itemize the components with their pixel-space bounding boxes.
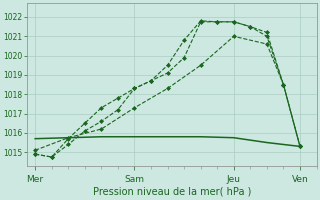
X-axis label: Pression niveau de la mer( hPa ): Pression niveau de la mer( hPa ) xyxy=(92,187,251,197)
